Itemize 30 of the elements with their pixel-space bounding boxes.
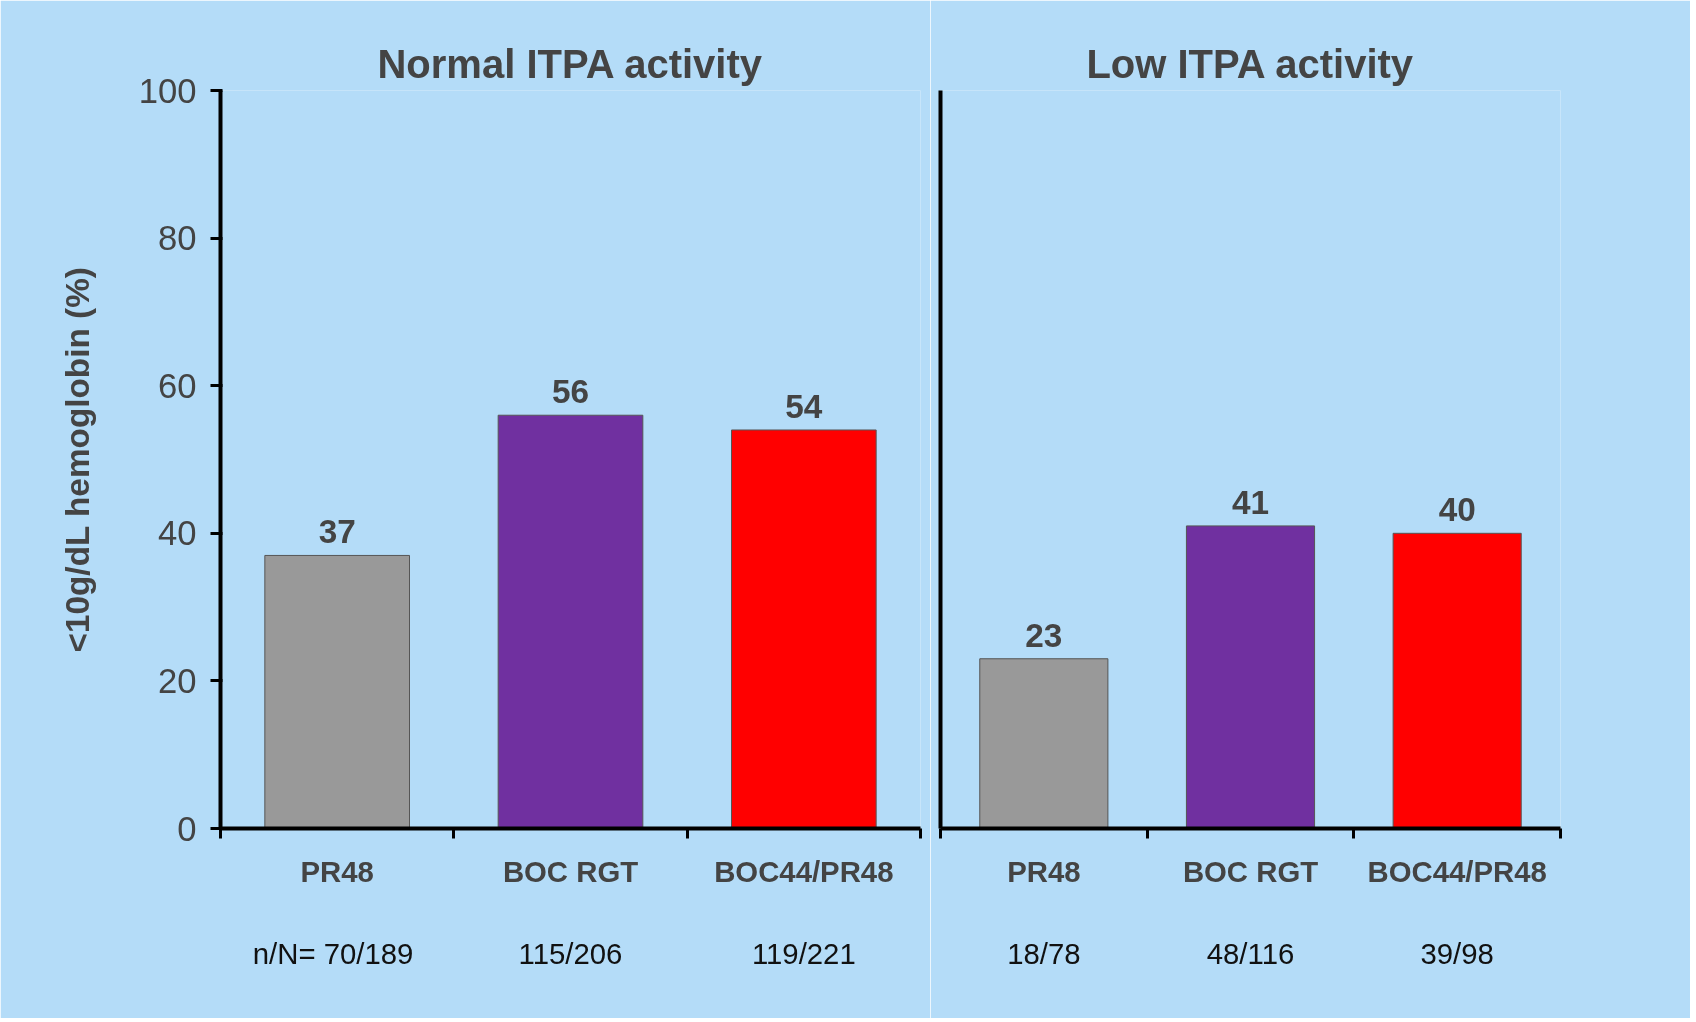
data-label: 37	[318, 513, 356, 551]
y-axis-title: <10g/dL hemoglobin (%)	[58, 267, 96, 653]
bar	[264, 554, 410, 829]
text: 48/116	[1206, 936, 1295, 970]
bar	[497, 414, 644, 829]
text: 18/78	[1007, 936, 1081, 970]
y-tick-label: 100	[138, 71, 197, 110]
bar	[731, 429, 877, 829]
x-tick-label: BOC RGT	[502, 854, 639, 888]
chart-title: Normal ITPA activity	[377, 41, 763, 86]
text: 39/98	[1420, 936, 1494, 970]
data-label: 54	[785, 387, 823, 425]
x-tick-label: BOC RGT	[1182, 854, 1319, 888]
y-tick-label: 20	[157, 661, 197, 700]
x-tick-label: BOC44/PR48	[714, 854, 894, 888]
data-label: 56	[551, 373, 590, 411]
x-tick-label: BOC44/PR48	[1367, 854, 1547, 888]
y-tick-label: 60	[157, 366, 197, 405]
text: 119/221	[751, 936, 856, 970]
y-tick-label: 80	[157, 219, 197, 258]
chart-title: Low ITPA activity	[1086, 41, 1414, 86]
x-tick-label: PR48	[300, 854, 374, 888]
text: 115/206	[518, 936, 623, 970]
data-label: 41	[1231, 483, 1270, 521]
y-tick-label: 0	[177, 809, 197, 848]
data-label: 40	[1438, 491, 1476, 529]
x-tick-label: PR48	[1007, 854, 1081, 888]
y-tick-label: 40	[157, 514, 197, 553]
data-label: 23	[1025, 616, 1063, 654]
text: n/N= 70/189	[252, 936, 414, 970]
